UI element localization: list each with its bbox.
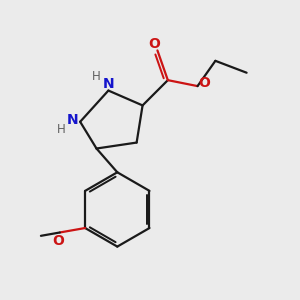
Text: O: O (52, 234, 64, 248)
Text: H: H (57, 123, 66, 136)
Text: N: N (103, 77, 114, 91)
Text: N: N (67, 113, 79, 127)
Text: O: O (148, 37, 160, 51)
Text: O: O (198, 76, 210, 90)
Text: H: H (92, 70, 100, 83)
